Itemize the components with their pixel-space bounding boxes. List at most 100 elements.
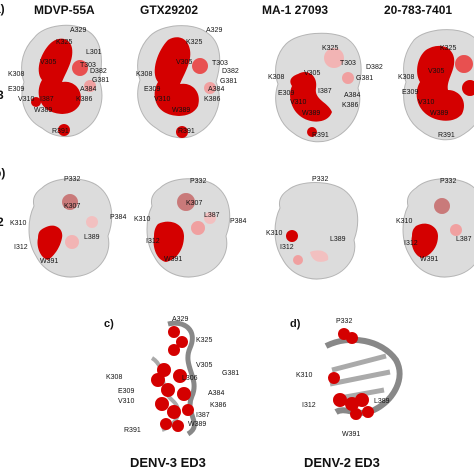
label-a1: K325: [56, 39, 73, 46]
surface-a4: [403, 29, 474, 141]
label-b3: K310: [266, 230, 283, 237]
label-a1: D382: [90, 68, 107, 75]
label-b1: L389: [84, 234, 100, 241]
label-d: I312: [302, 402, 316, 409]
panel-d-letter: d): [290, 318, 301, 330]
surface-a3: [275, 32, 362, 143]
label-c: E309: [118, 388, 135, 395]
label-b1: K307: [64, 203, 81, 210]
label-c: L306: [182, 375, 198, 382]
label-c: V305: [196, 362, 213, 369]
label-a2: R391: [178, 128, 195, 135]
label-a2: K386: [204, 96, 221, 103]
label-a1: W389: [34, 107, 53, 114]
label-d: K310: [296, 372, 313, 379]
label-a4: K325: [440, 45, 457, 52]
label-a1: V305: [40, 59, 57, 66]
label-a1: V310: [18, 96, 35, 103]
surface-b2: [146, 178, 231, 278]
label-b2: I312: [146, 238, 160, 245]
label-a4: K308: [398, 74, 415, 81]
label-a1: G381: [92, 77, 110, 84]
surface-b4: [402, 178, 474, 278]
label-a1: E309: [8, 86, 25, 93]
label-a1: A384: [80, 86, 97, 93]
label-b2: K310: [134, 216, 151, 223]
label-a4: V305: [428, 68, 445, 75]
label-a2: D382: [222, 68, 239, 75]
label-a4: W389: [430, 110, 449, 117]
label-a1: T303: [80, 62, 96, 69]
surface-b3: [274, 182, 359, 280]
label-a3: K308: [268, 74, 285, 81]
label-d: P332: [336, 318, 353, 325]
label-b4: W391: [420, 256, 439, 263]
column-header-1: MDVP-55A: [34, 3, 95, 17]
label-c: V310: [118, 398, 135, 405]
label-c: G381: [222, 370, 240, 377]
label-a3: V305: [304, 70, 321, 77]
label-b2: L387: [204, 212, 220, 219]
label-a3: D382: [366, 64, 383, 71]
label-c: R391: [124, 427, 141, 434]
label-a4: V310: [418, 99, 435, 106]
label-b3: L389: [330, 236, 346, 243]
label-b1: W391: [40, 258, 59, 265]
label-b4: I312: [404, 240, 418, 247]
label-a1: I387: [40, 96, 54, 103]
panel-d-title: DENV-2 ED3: [304, 455, 380, 470]
label-b3: P332: [312, 176, 329, 183]
label-c: K325: [196, 337, 213, 344]
label-d: W391: [342, 431, 361, 438]
label-a2: A384: [208, 86, 225, 93]
label-a3: I387: [318, 88, 332, 95]
label-b1: I312: [14, 244, 28, 251]
label-a4: R391: [438, 132, 455, 139]
label-a1: A329: [70, 27, 87, 34]
label-a2: E309: [144, 86, 161, 93]
label-c: I387: [196, 412, 210, 419]
label-a3: V310: [290, 99, 307, 106]
label-a2: A329: [206, 27, 223, 34]
label-a1: K308: [8, 71, 25, 78]
label-a3: T303: [340, 60, 356, 67]
label-a3: R391: [312, 132, 329, 139]
label-a2: K308: [136, 71, 153, 78]
label-a3: K325: [322, 45, 339, 52]
label-b1: P332: [64, 176, 81, 183]
column-header-3: MA-1 27093: [262, 3, 329, 17]
panel-c-letter: c): [104, 318, 114, 330]
panel-c-title: DENV-3 ED3: [130, 455, 206, 470]
row-a-letter: a): [0, 2, 5, 16]
label-a3: G381: [356, 75, 374, 82]
label-a3: A384: [344, 92, 361, 99]
label-a3: W389: [302, 110, 321, 117]
label-b4: P332: [440, 178, 457, 185]
label-b4: K310: [396, 218, 413, 225]
surface-a2: [137, 25, 221, 139]
column-header-2: GTX29202: [140, 3, 199, 17]
label-a1: R391: [52, 128, 69, 135]
label-b2: W391: [164, 256, 183, 263]
surface-a1: [21, 24, 103, 137]
label-a2: T303: [212, 60, 228, 67]
label-a4: E309: [402, 89, 419, 96]
label-a2: K325: [186, 39, 203, 46]
row-b-side: 2: [0, 215, 4, 229]
label-b1: P384: [110, 214, 127, 221]
label-b1: K310: [10, 220, 27, 227]
label-b2: P384: [230, 218, 247, 225]
label-d: L389: [374, 398, 390, 405]
label-b2: P332: [190, 178, 207, 185]
label-a1: K386: [76, 96, 93, 103]
label-b4: L387: [456, 236, 472, 243]
surface-b1: [28, 178, 113, 278]
label-a2: V310: [154, 96, 171, 103]
label-c: W389: [188, 421, 207, 428]
column-header-4: 20-783-7401: [384, 3, 453, 17]
label-a1: L301: [86, 49, 102, 56]
label-c: A384: [208, 390, 225, 397]
label-c: K386: [210, 402, 227, 409]
label-a3: E309: [278, 90, 295, 97]
